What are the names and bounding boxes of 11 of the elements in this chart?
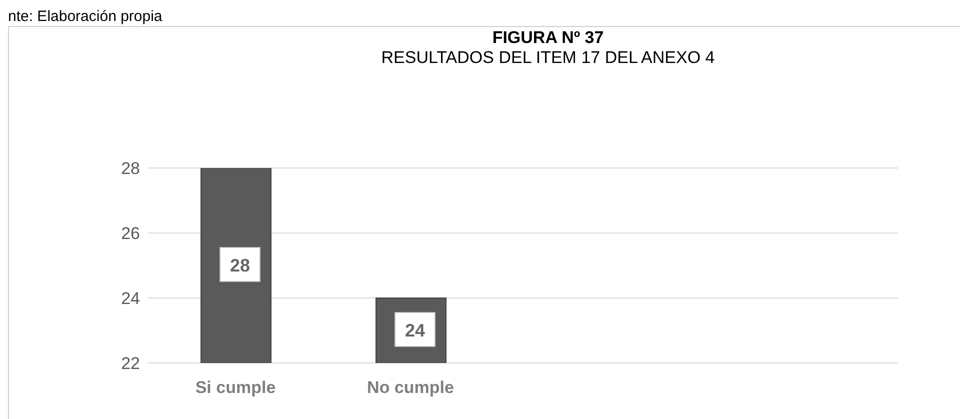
data-label: 24 (404, 320, 426, 340)
x-tick-label: Si cumple (195, 378, 276, 398)
x-tick-label: No cumple (367, 378, 454, 398)
y-tick-label: 24 (121, 289, 140, 308)
data-label: 28 (230, 256, 250, 276)
y-tick-label: 28 (121, 159, 140, 178)
y-tick-label: 26 (121, 224, 140, 244)
text: RESULTADOS DEL ITEM 17 DEL ANEXO 4 (380, 48, 716, 68)
y-tick-label: 22 (121, 354, 140, 374)
text: FIGURA Nº 37 (491, 28, 605, 48)
text: nte: Elaboración propia (8, 8, 162, 25)
